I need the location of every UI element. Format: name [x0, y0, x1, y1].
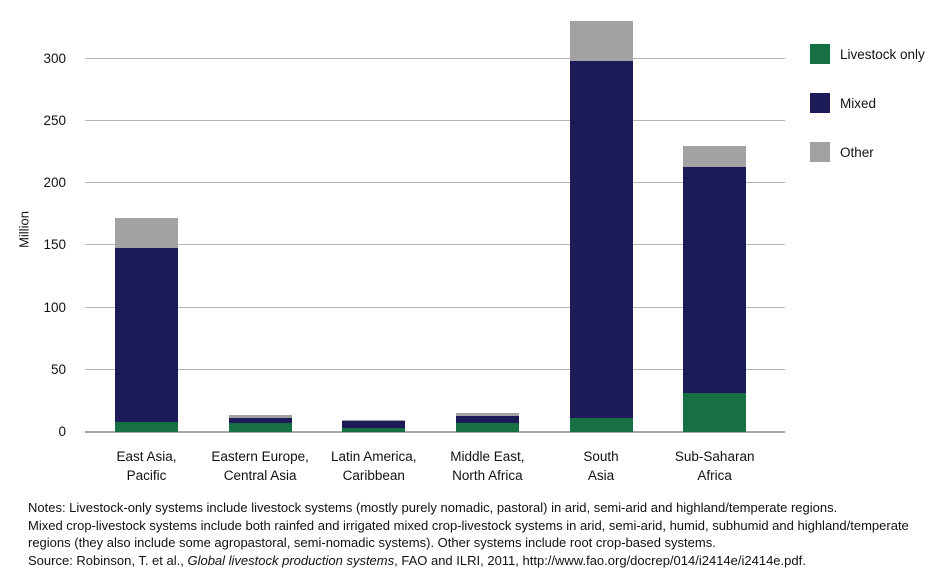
bar-segment-other: [569, 21, 633, 62]
y-tick-label: 50: [50, 361, 66, 377]
category-label-line1: South: [583, 449, 619, 464]
category-label: East Asia, Pacific: [72, 447, 222, 485]
category-label-line1: Sub-Saharan: [674, 449, 755, 464]
category-label-line1: East Asia,: [116, 449, 177, 464]
bar-segment-other: [228, 414, 292, 419]
bar-segment-mixed: [342, 420, 406, 429]
category-label-line2: Asia: [587, 468, 615, 483]
bar-segment-livestock-only: [228, 423, 292, 432]
gridline-250: [85, 119, 785, 121]
category-label-line2: Africa: [697, 468, 732, 483]
legend-swatch-icon: [810, 44, 830, 64]
notes-block: Notes: Livestock-only systems include li…: [28, 499, 909, 569]
legend-label: Other: [840, 144, 874, 160]
y-tick-label: 200: [43, 175, 66, 191]
bar-segment-livestock-only: [569, 418, 633, 432]
legend-item-mixed: Mixed: [810, 93, 925, 113]
chart-legend: Livestock only Mixed Other: [810, 44, 925, 191]
gridline-50: [85, 368, 785, 370]
notes-line: Mixed crop-livestock systems include bot…: [28, 517, 909, 533]
bar-segment-mixed: [455, 415, 519, 424]
bar-segment-livestock-only: [342, 428, 406, 432]
legend-swatch-icon: [810, 93, 830, 113]
y-tick-label: 150: [43, 237, 66, 253]
y-tick-label: 0: [58, 424, 66, 439]
bar-segment-mixed: [569, 61, 633, 419]
legend-item-livestock-only: Livestock only: [810, 44, 925, 64]
category-label-line1: Latin America,: [330, 449, 417, 464]
bar-segment-livestock-only: [455, 423, 519, 432]
category-label: Sub-Saharan Africa: [640, 447, 790, 485]
source-prefix: Source: Robinson, T. et al.,: [28, 552, 188, 568]
category-label-line2: North Africa: [452, 468, 523, 483]
bar-segment-livestock-only: [683, 393, 747, 432]
source-line: Source: Robinson, T. et al., Global live…: [28, 552, 909, 570]
bar-segment-mixed: [115, 247, 178, 423]
category-label-line2: Central Asia: [223, 468, 297, 483]
category-label: Eastern Europe, Central Asia: [185, 447, 335, 485]
legend-label: Mixed: [840, 95, 877, 111]
notes-line: Notes: Livestock-only systems include li…: [28, 500, 838, 515]
y-tick-label: 300: [43, 50, 66, 66]
bar-segment-livestock-only: [115, 422, 178, 432]
bar-segment-mixed: [683, 166, 747, 394]
category-label-line1: Eastern Europe,: [211, 449, 309, 464]
bar-segment-mixed: [228, 418, 292, 424]
legend-label: Livestock only: [840, 46, 925, 62]
bar-segment-other: [455, 413, 519, 416]
bar-segment-other: [115, 217, 178, 248]
category-label-line2: Caribbean: [342, 468, 405, 483]
y-tick-label: 100: [43, 299, 66, 315]
category-label-line2: Pacific: [126, 468, 167, 483]
gridline-300: [85, 57, 785, 59]
category-label: Middle East, North Africa: [412, 447, 562, 485]
legend-item-other: Other: [810, 142, 925, 162]
notes-line: regions (they also include some agropast…: [28, 535, 716, 550]
category-label-line1: Middle East,: [450, 449, 525, 464]
source-title: Global livestock production systems: [187, 552, 395, 568]
category-label: Latin America, Caribbean: [299, 447, 449, 485]
plot-area: [85, 15, 785, 433]
source-suffix: , FAO and ILRI, 2011, http://www.fao.org…: [394, 552, 806, 568]
legend-swatch-icon: [810, 142, 830, 162]
bar-segment-other: [342, 419, 406, 421]
gridline-100: [85, 306, 785, 308]
category-label: South Asia: [526, 447, 676, 485]
y-tick-label: 250: [43, 112, 66, 128]
x-axis-baseline: [85, 431, 785, 433]
bar-segment-other: [683, 145, 747, 167]
gridline-200: [85, 182, 785, 184]
gridline-150: [85, 244, 785, 246]
